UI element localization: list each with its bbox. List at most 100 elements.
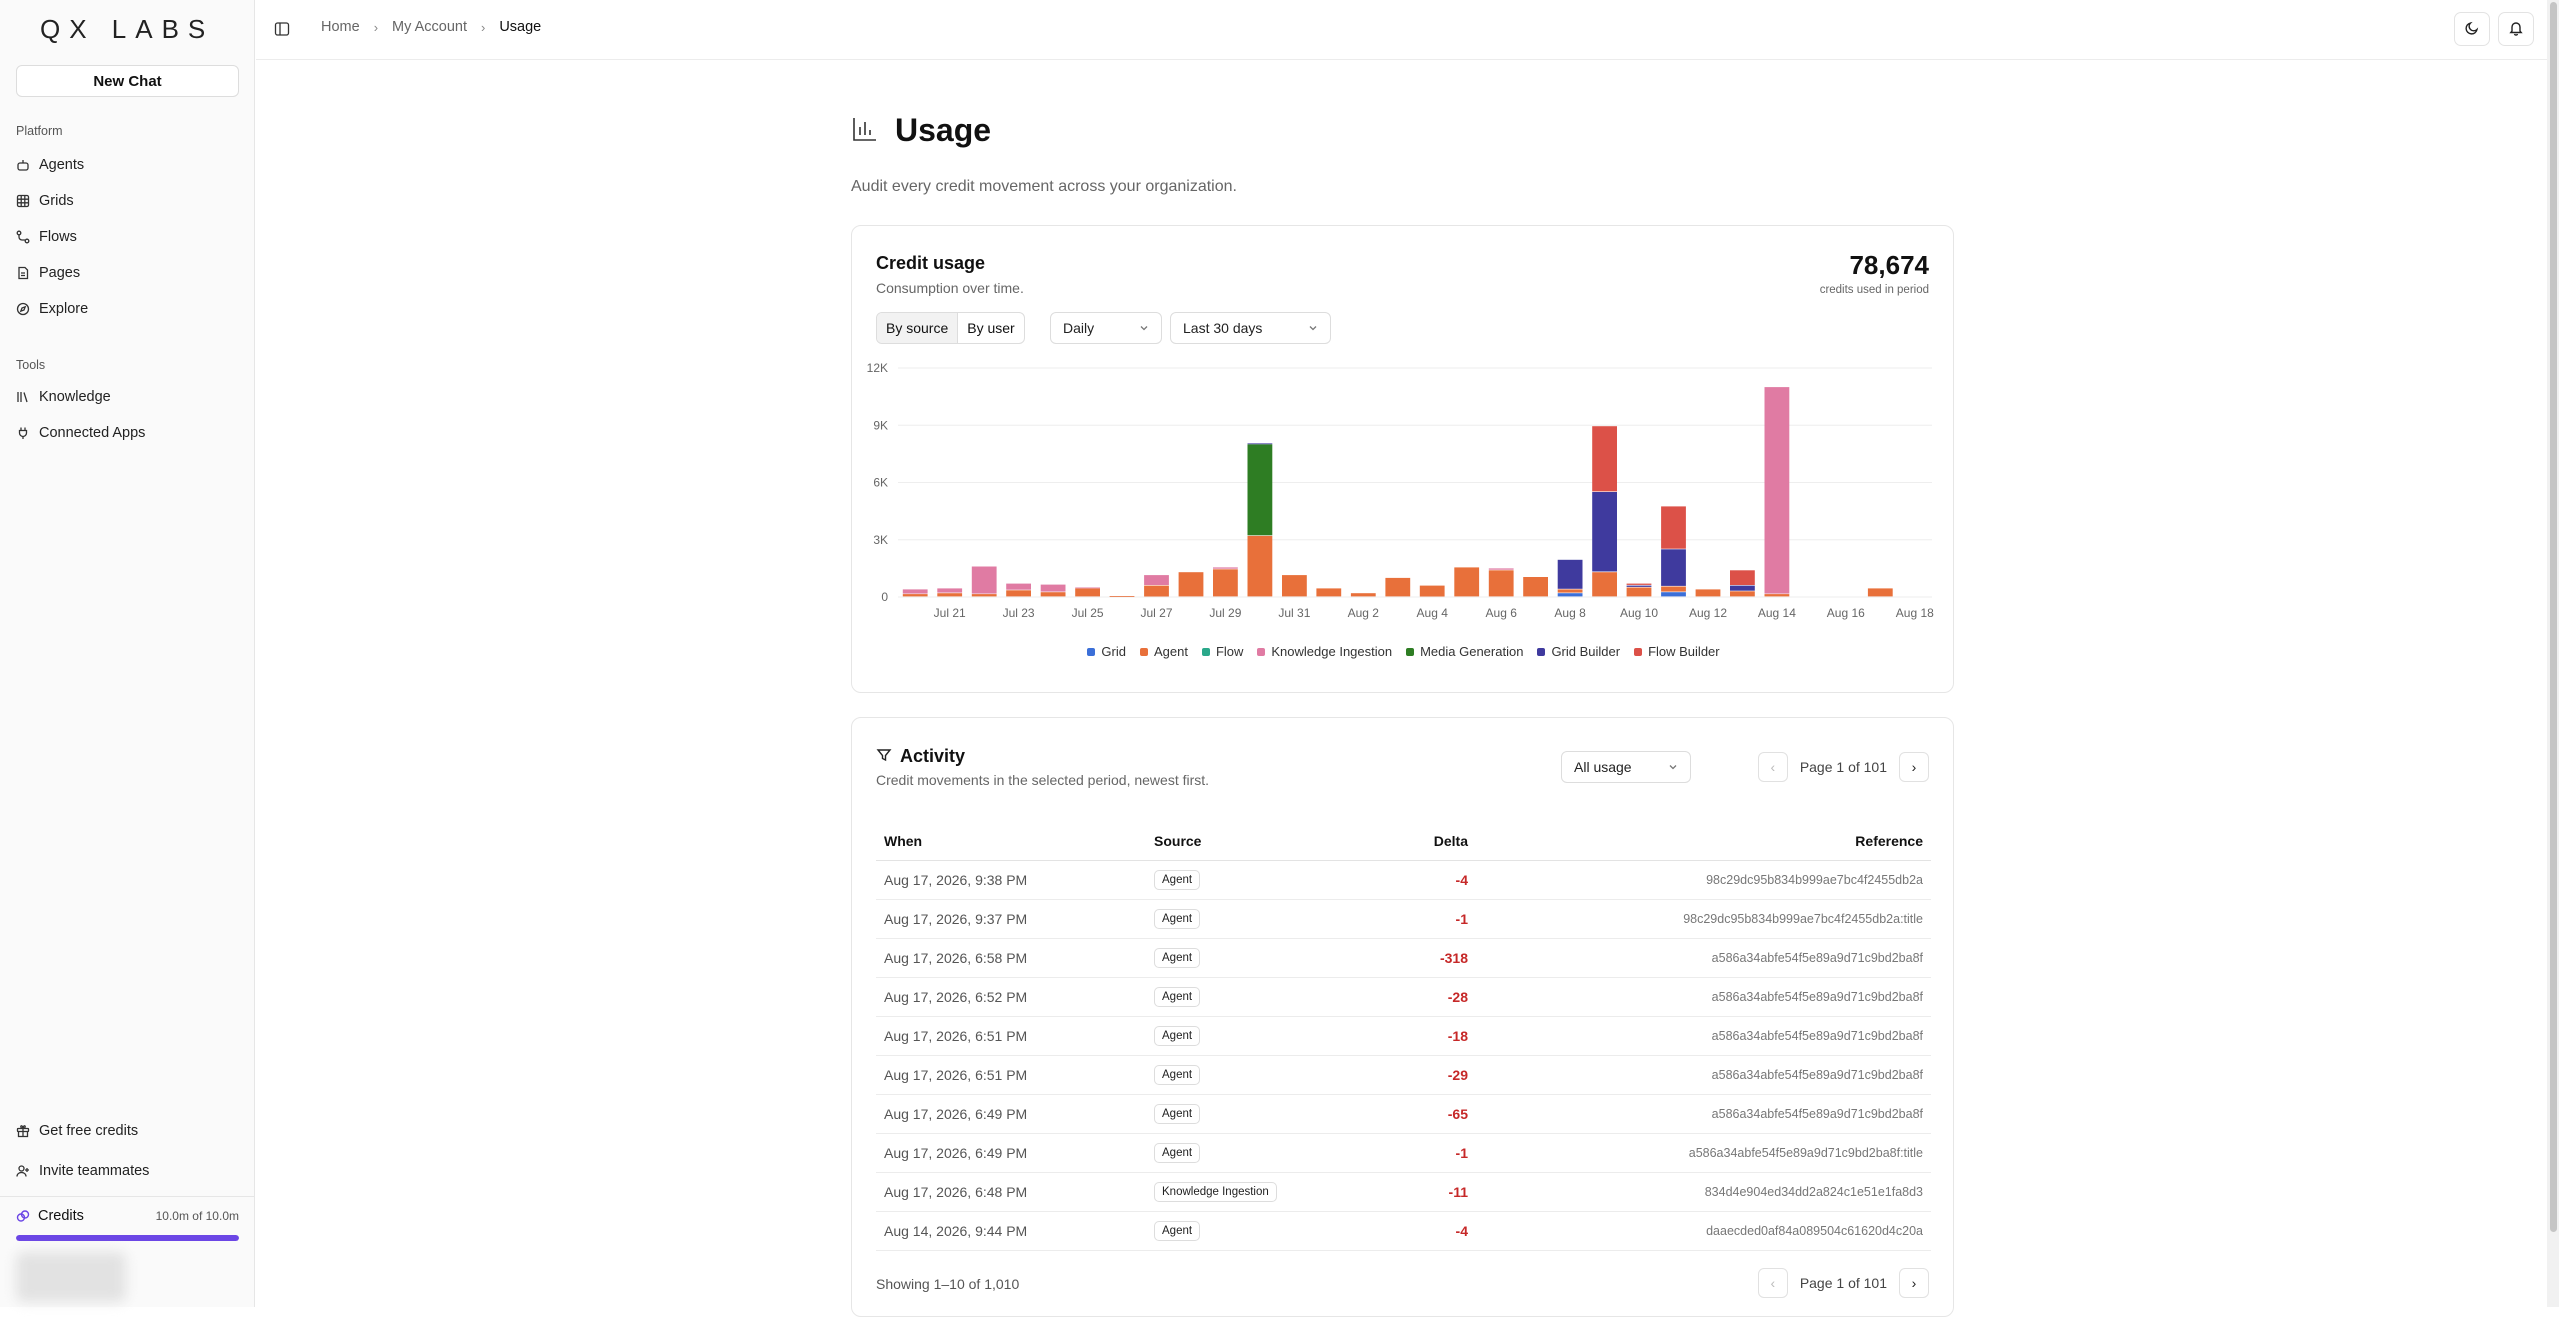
x-tick-label: Aug 18	[1896, 606, 1934, 620]
bar-segment[interactable]	[902, 589, 928, 594]
bar-segment[interactable]	[1316, 588, 1342, 597]
pagination-bottom: ‹ Page 1 of 101 ›	[1757, 1268, 1929, 1298]
bar-segment[interactable]	[1730, 570, 1755, 585]
bar-segment[interactable]	[902, 594, 928, 597]
row-reference: a586a34abfe54f5e89a9d71c9bd2ba8f	[1476, 977, 1931, 1017]
bar-segment[interactable]	[1006, 583, 1031, 590]
sidebar-toggle-icon[interactable]	[274, 21, 290, 37]
bar-segment[interactable]	[1661, 549, 1686, 586]
bar-segment[interactable]	[937, 588, 963, 593]
legend-label: Grid	[1101, 644, 1126, 659]
bar-segment[interactable]	[1695, 589, 1721, 597]
bar-segment[interactable]	[1730, 591, 1755, 597]
sidebar-item-grids[interactable]: Grids	[16, 188, 74, 214]
interval-select[interactable]: Daily	[1050, 312, 1162, 344]
new-chat-button[interactable]: New Chat	[16, 65, 239, 97]
breadcrumb-my-account[interactable]: My Account	[392, 19, 467, 35]
user-avatar[interactable]	[16, 1252, 126, 1302]
filter-icon	[876, 747, 892, 766]
range-select[interactable]: Last 30 days	[1170, 312, 1331, 344]
bar-segment[interactable]	[1247, 444, 1273, 536]
column-header-when: When	[876, 822, 1146, 861]
bar-segment[interactable]	[1730, 585, 1755, 591]
breadcrumb-usage: Usage	[499, 19, 542, 35]
bar-segment[interactable]	[1213, 569, 1238, 597]
bar-segment[interactable]	[1385, 577, 1411, 597]
prev-page-button[interactable]: ‹	[1757, 752, 1788, 782]
bar-segment[interactable]	[1075, 588, 1100, 597]
x-tick-label: Aug 16	[1827, 606, 1865, 620]
bar-segment[interactable]	[1282, 575, 1307, 597]
bar-segment[interactable]	[1109, 596, 1135, 597]
bar-segment[interactable]	[1350, 593, 1376, 597]
bar-segment[interactable]	[1488, 570, 1514, 597]
bar-segment[interactable]	[1075, 587, 1100, 589]
bar-segment[interactable]	[1247, 535, 1273, 597]
bar-segment[interactable]	[1592, 426, 1617, 492]
bar-segment[interactable]	[937, 593, 963, 597]
next-page-button[interactable]: ›	[1899, 752, 1929, 782]
x-tick-label: Aug 10	[1620, 606, 1658, 620]
table-row: Aug 17, 2026, 6:49 PM Agent -65 a586a34abfe…	[876, 1094, 1931, 1134]
credit-usage-title: Credit usage	[876, 253, 986, 273]
bar-segment[interactable]	[1213, 567, 1238, 569]
get-free-credits-link[interactable]: Get free credits	[16, 1118, 138, 1144]
sidebar-item-connected-apps[interactable]: Connected Apps	[16, 420, 145, 446]
bar-segment[interactable]	[1592, 572, 1617, 597]
bar-segment[interactable]	[1557, 559, 1583, 589]
bar-segment[interactable]	[1040, 592, 1066, 597]
bar-segment[interactable]	[1661, 506, 1686, 549]
prev-page-button[interactable]: ‹	[1757, 1268, 1788, 1298]
bar-segment[interactable]	[1626, 585, 1652, 587]
bar-segment[interactable]	[1178, 572, 1204, 597]
bar-segment[interactable]	[1040, 584, 1066, 592]
bar-segment[interactable]	[1144, 575, 1169, 585]
credits-progress-bar	[16, 1235, 239, 1241]
bar-segment[interactable]	[1661, 592, 1686, 597]
bar-segment[interactable]	[1867, 588, 1893, 597]
view-toggle: By source By user	[876, 312, 1025, 344]
activity-table: When Source Delta Reference Aug 17, 2026…	[876, 822, 1931, 1251]
page-scrollbar-thumb[interactable]	[2550, 2, 2557, 1232]
bar-segment[interactable]	[1557, 589, 1583, 593]
by-source-tab[interactable]: By source	[877, 313, 959, 343]
bar-segment[interactable]	[971, 566, 997, 594]
credits-summary[interactable]: Credits 10.0m of 10.0m	[16, 1208, 239, 1224]
bar-segment[interactable]	[1454, 567, 1480, 597]
bar-segment[interactable]	[1006, 590, 1031, 597]
sidebar-item-agents[interactable]: Agents	[16, 152, 84, 178]
breadcrumb: Home › My Account › Usage	[321, 19, 541, 35]
table-row: Aug 17, 2026, 6:51 PM Agent -29 a586a34abfe…	[876, 1055, 1931, 1095]
notifications-button[interactable]	[2498, 12, 2534, 46]
bar-segment[interactable]	[1557, 593, 1583, 597]
invite-teammates-link[interactable]: Invite teammates	[16, 1158, 149, 1184]
compass-icon	[16, 302, 30, 316]
usage-filter-select[interactable]: All usage	[1561, 751, 1691, 783]
legend-label: Knowledge Ingestion	[1271, 644, 1393, 659]
bar-segment[interactable]	[1626, 583, 1652, 585]
bar-segment[interactable]	[1592, 492, 1617, 572]
bar-segment[interactable]	[1626, 587, 1652, 597]
breadcrumb-home[interactable]: Home	[321, 19, 360, 35]
next-page-button[interactable]: ›	[1899, 1268, 1929, 1298]
sidebar-item-flows[interactable]: Flows	[16, 224, 77, 250]
source-badge: Agent	[1154, 1103, 1201, 1124]
sidebar-item-pages[interactable]: Pages	[16, 260, 80, 286]
bar-segment[interactable]	[1764, 594, 1790, 597]
bar-segment[interactable]	[1247, 443, 1273, 445]
bar-segment[interactable]	[1488, 568, 1514, 570]
by-user-tab[interactable]: By user	[967, 320, 1015, 336]
bar-segment[interactable]	[1764, 387, 1790, 594]
bar-segment[interactable]	[1661, 586, 1686, 592]
grid-icon	[16, 194, 30, 208]
sidebar-item-explore[interactable]: Explore	[16, 296, 88, 322]
bar-segment[interactable]	[1523, 577, 1548, 597]
theme-toggle-button[interactable]	[2454, 12, 2490, 46]
bar-segment[interactable]	[1419, 585, 1445, 597]
sidebar-item-label: Pages	[39, 265, 81, 281]
bar-segment[interactable]	[1144, 585, 1169, 597]
legend-item: Flow	[1201, 644, 1243, 659]
bar-segment[interactable]	[971, 594, 997, 597]
sidebar-item-knowledge[interactable]: Knowledge	[16, 384, 111, 410]
x-tick-label: Jul 27	[1140, 606, 1172, 620]
